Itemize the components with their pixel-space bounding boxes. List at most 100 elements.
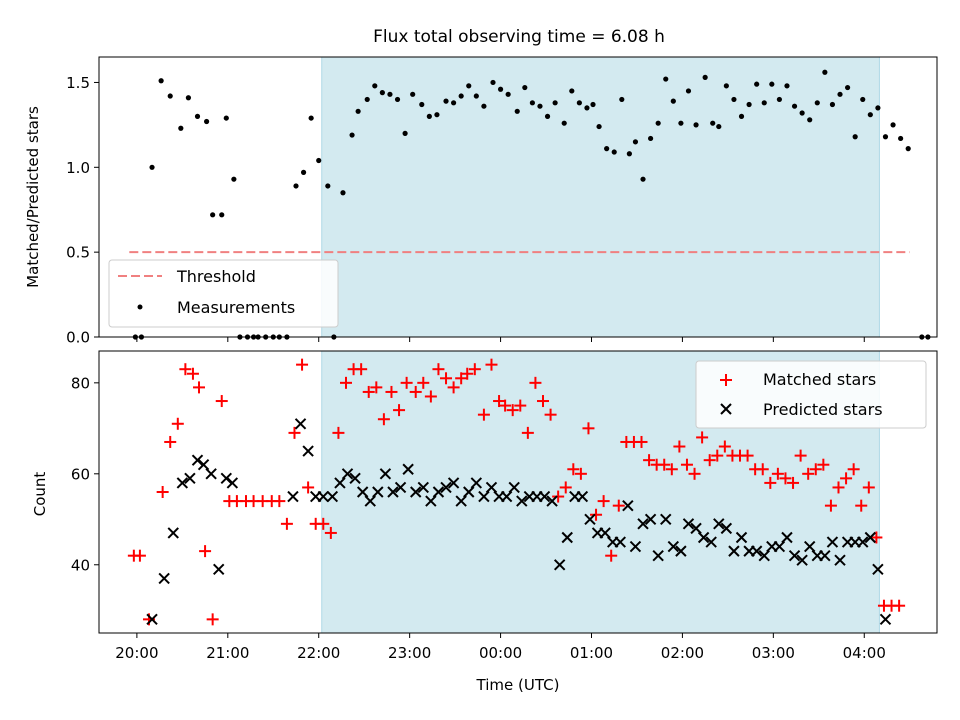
matched-star-point xyxy=(696,431,709,444)
predicted-star-point xyxy=(364,495,376,507)
count-panel: 40 60 80 20:00 21:00 22:00 23:00 00:00 01:00 02:… xyxy=(31,350,938,694)
measurement-point xyxy=(814,100,820,106)
measurement-point xyxy=(210,212,216,218)
ratio-panel: 0.0 0.5 1.0 1.5 Flux total observing time =… xyxy=(24,27,938,347)
measurement-point xyxy=(537,103,543,109)
matched-star-point xyxy=(461,367,474,380)
matched-star-point xyxy=(529,376,542,389)
top-x-axis-ticks xyxy=(136,337,865,342)
matched-star-point xyxy=(302,481,315,494)
measurement-point xyxy=(552,100,558,106)
predicted-star-point xyxy=(220,472,232,485)
predicted-star-point xyxy=(735,531,748,544)
measurement-point xyxy=(522,84,528,91)
measurement-point xyxy=(561,120,567,126)
bottom-y-axis-ticks: 40 60 80 xyxy=(71,374,99,574)
matched-star-point xyxy=(840,472,853,485)
predicted-star-point xyxy=(652,549,664,562)
measurement-point xyxy=(590,101,596,108)
matched-star-point xyxy=(156,486,169,498)
measurement-point xyxy=(426,113,432,119)
predicted-star-point xyxy=(425,495,437,507)
matched-star-point xyxy=(711,449,724,462)
top-legend: Threshold Measurements xyxy=(108,259,339,328)
matched-star-point xyxy=(847,463,860,476)
matched-star-point xyxy=(658,458,671,471)
measurement-point xyxy=(349,132,355,138)
predicted-star-point xyxy=(690,522,702,535)
bottom-legend: Matched stars Predicted stars xyxy=(695,360,927,429)
matched-star-point xyxy=(385,385,398,398)
matched-star-point xyxy=(199,545,212,558)
predicted-stars-series xyxy=(146,418,892,626)
y-tick-label: 60 xyxy=(71,465,90,483)
observing-span-top xyxy=(321,57,880,337)
measurement-point xyxy=(769,81,775,87)
y-tick-label: 1.0 xyxy=(66,159,90,177)
measurement-point xyxy=(716,123,722,130)
x-tick-label: 03:00 xyxy=(752,644,795,662)
measurement-point xyxy=(710,120,716,126)
matched-star-point xyxy=(567,463,580,476)
matched-star-point xyxy=(597,495,610,508)
bottom-legend-box xyxy=(695,360,927,429)
predicted-star-point xyxy=(440,481,452,494)
measurement-point xyxy=(178,125,184,131)
matched-star-point xyxy=(499,399,512,412)
legend-predicted-swatch xyxy=(720,403,732,415)
legend-measurements-label: Measurements xyxy=(177,298,295,317)
measurement-point xyxy=(149,164,155,170)
chart-title: Flux total observing time = 6.08 h xyxy=(373,27,665,47)
x-tick-label: 00:00 xyxy=(479,644,522,662)
legend-measurements-swatch xyxy=(137,304,143,310)
predicted-star-point xyxy=(379,468,392,480)
predicted-star-point xyxy=(205,468,217,480)
predicted-star-point xyxy=(410,486,422,498)
matched-star-point xyxy=(605,549,618,562)
measurement-point xyxy=(882,134,889,140)
predicted-star-point xyxy=(349,472,361,485)
x-tick-label: 23:00 xyxy=(388,644,431,662)
predicted-star-point xyxy=(478,490,490,503)
top-y-axis-ticks: 0.0 0.5 1.0 1.5 xyxy=(66,74,99,347)
matched-star-point xyxy=(559,481,572,494)
measurement-point xyxy=(844,84,851,91)
matched-star-point xyxy=(779,472,792,485)
predicted-star-point xyxy=(720,522,733,535)
predicted-star-point xyxy=(796,554,808,566)
matched-star-point xyxy=(332,426,345,439)
predicted-star-point xyxy=(682,518,695,530)
predicted-star-point xyxy=(432,486,445,498)
measurement-point xyxy=(611,149,617,155)
matched-star-point xyxy=(409,385,422,398)
measurement-point xyxy=(829,101,836,108)
y-tick-label: 0.5 xyxy=(66,244,90,262)
legend-threshold-label: Threshold xyxy=(176,267,256,286)
matched-star-point xyxy=(680,458,693,471)
predicted-star-point xyxy=(758,549,770,562)
predicted-star-point xyxy=(834,554,846,566)
predicted-star-point xyxy=(226,477,239,489)
measurement-point xyxy=(776,96,783,103)
matched-star-point xyxy=(455,372,468,385)
predicted-star-point xyxy=(584,513,596,525)
matched-star-point xyxy=(447,381,460,394)
measurement-point xyxy=(723,83,729,89)
matched-star-point xyxy=(317,517,330,530)
matched-star-point xyxy=(643,454,656,467)
predicted-star-point xyxy=(184,472,196,485)
predicted-star-point xyxy=(819,549,831,562)
matched-star-point xyxy=(493,395,506,408)
matched-star-point xyxy=(133,549,146,562)
matched-star-point xyxy=(552,490,565,503)
matched-star-point xyxy=(824,499,837,512)
predicted-star-point xyxy=(879,613,892,626)
measurement-point xyxy=(402,130,408,136)
measurement-point xyxy=(434,112,440,118)
predicted-star-point xyxy=(470,477,483,489)
predicted-star-point xyxy=(705,536,717,548)
matched-star-point xyxy=(764,476,777,489)
matched-star-point xyxy=(377,413,390,426)
measurement-point xyxy=(325,183,331,189)
